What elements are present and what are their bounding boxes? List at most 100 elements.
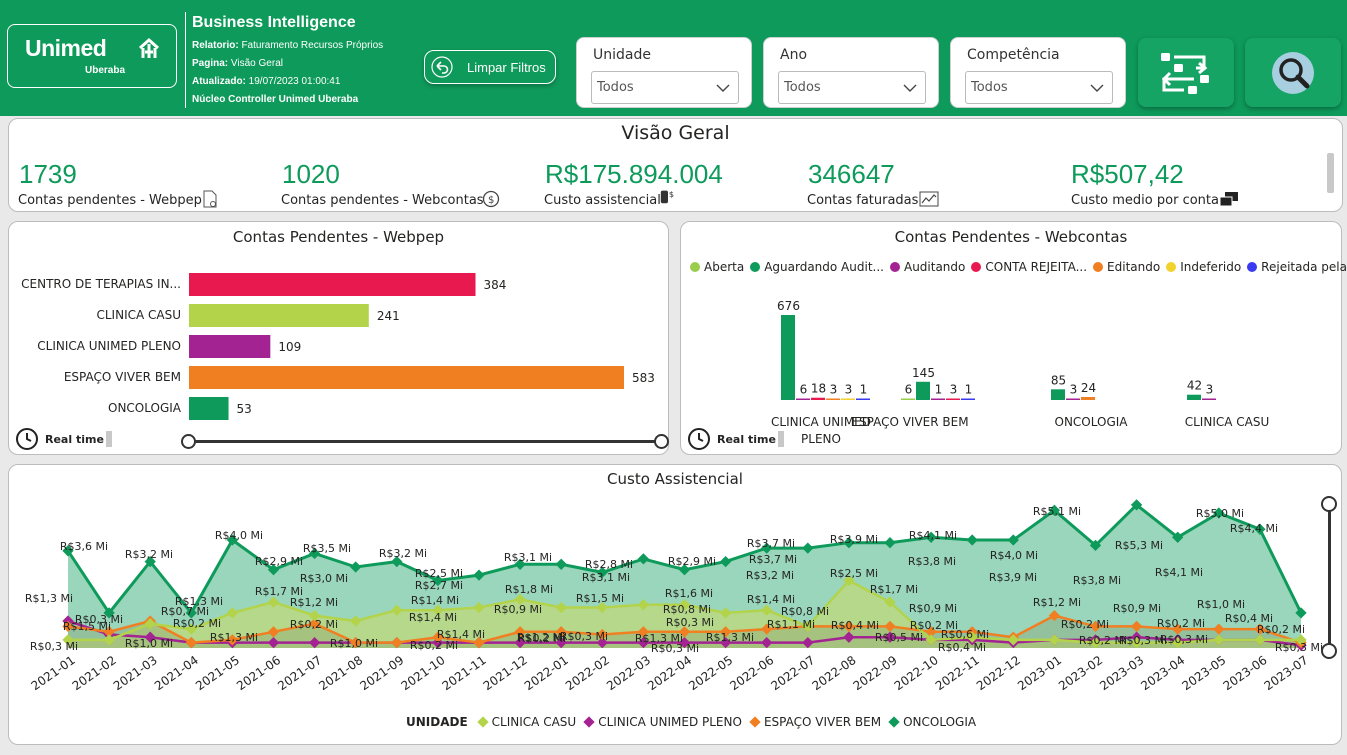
data-label: R$1,0 Mi (1197, 598, 1245, 611)
slicer-unidade-dropdown[interactable]: Todos (591, 71, 739, 104)
legend-item[interactable]: Aberta (690, 260, 744, 274)
realtime-label: Real time (717, 432, 776, 446)
x-tick-label: 2021-12 (481, 653, 530, 693)
series-point (1089, 620, 1102, 633)
webcontas-value-label: 676 (777, 299, 800, 313)
data-label: R$0,8 Mi (781, 605, 829, 618)
kpi-faturadas-label: Contas faturadas (807, 193, 919, 207)
logo-subtitle: Uberaba (85, 65, 126, 76)
data-label: R$2,8 Mi (585, 558, 633, 571)
series-point (1295, 634, 1307, 646)
webcontas-realtime[interactable]: Real time (687, 427, 784, 451)
legend-item[interactable]: Editando (1093, 260, 1160, 274)
legend-item[interactable]: ONCOLOGIA (887, 715, 976, 729)
legend-item[interactable]: Rejeitada pela ... (1247, 260, 1347, 274)
data-label: R$3,0 Mi (300, 572, 348, 585)
legend-item[interactable]: Auditando (889, 260, 965, 274)
custo-range-slider-track (1328, 505, 1331, 651)
legend-label: CONTA REJEITA... (985, 260, 1088, 274)
data-label: R$1,5 Mi (63, 620, 111, 633)
data-label: R$1,4 Mi (411, 594, 459, 607)
webcontas-value-label: 3 (1206, 383, 1214, 397)
x-tick-label: 2023-02 (1056, 653, 1105, 693)
slicer-ano-dropdown[interactable]: Todos (778, 71, 926, 104)
custo-range-slider-top[interactable] (1321, 496, 1337, 512)
webcontas-value-label: 3 (830, 383, 838, 397)
legend-dot (889, 262, 900, 272)
webpep-value-label: 241 (377, 309, 400, 323)
series-point (1172, 623, 1184, 635)
webcontas-card: Contas Pendentes - Webcontas Aberta Aguar… (680, 221, 1347, 455)
legend-item[interactable]: CLINICA UNIMED PLENO (582, 715, 742, 729)
data-label: R$2,9 Mi (668, 555, 716, 568)
data-label: R$1,4 Mi (437, 628, 485, 641)
data-label: R$3,5 Mi (303, 542, 351, 555)
casu-area (68, 580, 1301, 648)
legend-item[interactable]: Aguardando Audit... (750, 260, 884, 274)
webcontas-value-label: 3 (845, 383, 853, 397)
legend-marker (477, 716, 489, 728)
webpep-category-label: CENTRO DE TERAPIAS IN... (21, 277, 181, 291)
legend-label: ONCOLOGIA (903, 715, 977, 729)
slicer-ano-label: Ano (780, 47, 808, 63)
webpep-category-label: ESPAÇO VIVER BEM (64, 370, 181, 384)
data-label: R$0,3 Mi (651, 642, 699, 655)
legend-marker (888, 716, 900, 728)
clear-filters-label: Limpar Filtros (467, 59, 546, 75)
header-divider (185, 12, 186, 108)
webcontas-value-label: 1 (965, 383, 973, 397)
webpep-range-slider-end[interactable] (654, 434, 669, 449)
webpep-value-label: 384 (484, 278, 507, 292)
data-label: R$3,7 Mi (747, 537, 795, 550)
slicer-competencia-value: Todos (971, 80, 1008, 95)
slicer-competencia: Competência Todos (950, 37, 1126, 108)
series-point (1007, 634, 1019, 646)
x-tick-label: 2022-09 (851, 653, 900, 693)
series-point (1172, 531, 1184, 543)
series-point (226, 634, 239, 646)
webpep-realtime[interactable]: Real time (15, 427, 112, 451)
swap-view-button[interactable] (1138, 38, 1234, 107)
report-info: Business Intelligence Relatorio: Faturam… (192, 14, 383, 112)
legend-item[interactable]: CLINICA CASU (476, 715, 576, 729)
custo-range-slider-bottom[interactable] (1321, 643, 1337, 659)
legend-label: Editando (1107, 260, 1161, 274)
webcontas-bar (916, 381, 930, 400)
header-bar: Unimed Uberaba Business Intelligence Rel… (0, 0, 1347, 116)
overview-scrollbar[interactable] (1327, 153, 1334, 193)
webpep-category-label: CLINICA UNIMED PLENO (37, 339, 181, 353)
slicer-competencia-dropdown[interactable]: Todos (965, 71, 1113, 104)
slicer-unidade-value: Todos (597, 80, 634, 95)
realtime-indicator (777, 431, 784, 447)
x-tick-label: 2021-02 (70, 653, 119, 693)
data-label: R$1,5 Mi (576, 592, 624, 605)
legend-item[interactable]: ESPAÇO VIVER BEM (748, 715, 881, 729)
x-tick-label: 2023-07 (1262, 653, 1311, 693)
webcontas-bar (841, 398, 855, 400)
series-point (637, 636, 650, 649)
data-label: R$3,1 Mi (582, 571, 630, 584)
data-label: R$0,2 Mi (173, 617, 221, 630)
legend-item[interactable]: CONTA REJEITA... (971, 260, 1087, 274)
data-label: R$0,3 Mi (1275, 641, 1323, 654)
slicer-ano: Ano Todos (763, 37, 939, 108)
legend-label: Aberta (704, 260, 745, 274)
data-label: R$2,7 Mi (415, 579, 463, 592)
trend-chart-icon (919, 191, 939, 207)
webpep-range-slider-start[interactable] (181, 434, 196, 449)
document-icon (203, 190, 217, 208)
data-label: R$1,7 Mi (255, 585, 303, 598)
webcontas-value-label: 6 (905, 383, 913, 397)
webcontas-bar (946, 398, 960, 400)
search-button[interactable] (1245, 38, 1341, 107)
espaco-area (68, 615, 1301, 648)
series-point (226, 607, 239, 619)
x-tick-label: 2022-04 (645, 653, 694, 693)
swap-arrows-icon (1161, 53, 1209, 94)
series-point (719, 607, 732, 619)
legend-dot (690, 262, 700, 272)
legend-item[interactable]: Indeferido (1166, 260, 1241, 274)
series-point (1130, 499, 1143, 511)
clear-filters-button[interactable]: Limpar Filtros (424, 50, 556, 84)
webcontas-value-label: 1 (860, 383, 868, 397)
